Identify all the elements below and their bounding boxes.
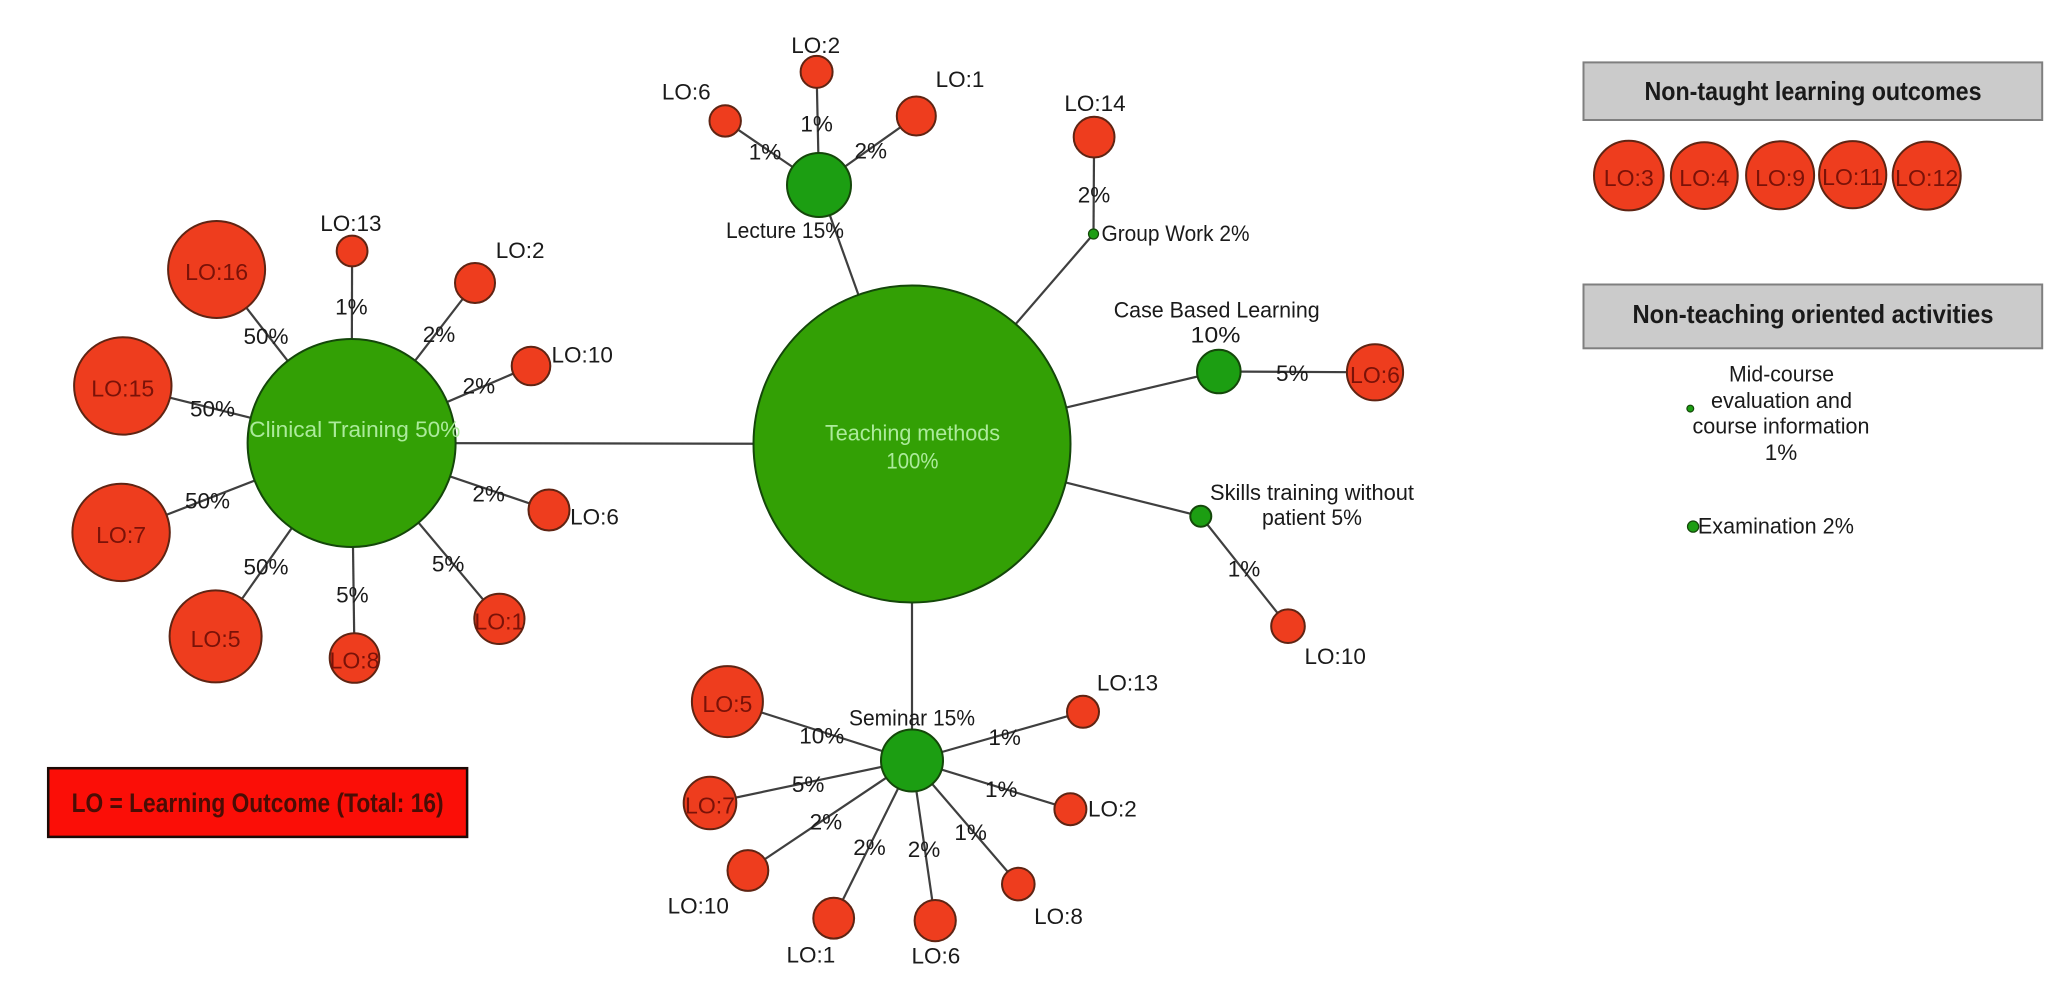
svg-text:2%: 2%: [908, 837, 941, 862]
svg-text:50%: 50%: [190, 397, 235, 422]
svg-text:1%: 1%: [1228, 557, 1261, 582]
svg-text:LO:13: LO:13: [1097, 671, 1158, 696]
svg-text:Mid-course: Mid-course: [1729, 362, 1834, 387]
svg-text:Case Based Learning: Case Based Learning: [1114, 298, 1320, 323]
svg-text:1%: 1%: [1765, 440, 1798, 465]
svg-text:Seminar 15%: Seminar 15%: [849, 706, 975, 731]
svg-text:2%: 2%: [472, 482, 505, 507]
svg-text:LO:1: LO:1: [787, 943, 836, 968]
svg-text:1%: 1%: [749, 140, 782, 165]
svg-text:LO:9: LO:9: [1755, 165, 1805, 191]
svg-text:Teaching methods: Teaching methods: [825, 420, 1000, 445]
svg-text:2%: 2%: [463, 373, 496, 398]
svg-text:LO:2: LO:2: [791, 33, 840, 58]
svg-text:2%: 2%: [810, 810, 843, 835]
svg-text:LO:2: LO:2: [1088, 797, 1137, 822]
svg-text:Clinical Training 50%: Clinical Training 50%: [249, 417, 460, 442]
svg-text:LO:6: LO:6: [912, 944, 961, 969]
svg-text:2%: 2%: [855, 139, 888, 164]
svg-text:LO:6: LO:6: [662, 80, 711, 105]
svg-text:50%: 50%: [243, 324, 288, 349]
svg-text:50%: 50%: [185, 488, 230, 513]
svg-text:5%: 5%: [1276, 361, 1309, 386]
svg-text:evaluation and: evaluation and: [1711, 388, 1852, 413]
svg-text:LO:13: LO:13: [320, 211, 381, 236]
svg-text:LO:7: LO:7: [96, 522, 146, 548]
svg-text:5%: 5%: [432, 552, 465, 577]
svg-text:LO:7: LO:7: [685, 793, 735, 819]
svg-text:1%: 1%: [335, 294, 368, 319]
svg-text:LO:10: LO:10: [668, 894, 729, 919]
svg-text:LO:1: LO:1: [474, 608, 524, 634]
svg-text:Lecture 15%: Lecture 15%: [726, 218, 844, 243]
svg-text:LO = Learning Outcome (Total:: LO = Learning Outcome (Total: 16): [72, 788, 444, 818]
svg-text:Non-taught learning outcomes: Non-taught learning outcomes: [1645, 76, 1982, 106]
svg-text:1%: 1%: [954, 820, 987, 845]
svg-text:100%: 100%: [886, 448, 938, 473]
svg-text:LO:8: LO:8: [1034, 904, 1083, 929]
svg-text:LO:10: LO:10: [552, 343, 613, 368]
svg-text:5%: 5%: [792, 772, 825, 797]
svg-text:LO:11: LO:11: [1822, 164, 1883, 190]
svg-text:course information: course information: [1693, 414, 1870, 439]
svg-text:LO:10: LO:10: [1305, 644, 1366, 669]
svg-text:LO:14: LO:14: [1064, 91, 1125, 116]
svg-text:1%: 1%: [985, 777, 1018, 802]
svg-text:Skills training without: Skills training without: [1210, 480, 1415, 505]
svg-text:10%: 10%: [1191, 323, 1241, 348]
svg-text:LO:6: LO:6: [1350, 362, 1400, 388]
svg-text:LO:16: LO:16: [185, 259, 248, 285]
svg-text:LO:5: LO:5: [191, 626, 241, 652]
svg-text:Examination 2%: Examination 2%: [1698, 514, 1854, 539]
svg-text:5%: 5%: [336, 583, 369, 608]
svg-text:LO:15: LO:15: [91, 375, 154, 401]
svg-text:LO:2: LO:2: [496, 238, 545, 263]
svg-text:Non-teaching oriented activiti: Non-teaching oriented activities: [1633, 299, 1994, 329]
svg-text:50%: 50%: [243, 555, 288, 580]
svg-text:2%: 2%: [853, 835, 886, 860]
svg-text:1%: 1%: [988, 725, 1021, 750]
svg-text:LO:4: LO:4: [1679, 165, 1729, 191]
svg-text:LO:1: LO:1: [936, 67, 985, 92]
svg-text:2%: 2%: [1078, 183, 1111, 208]
svg-text:LO:6: LO:6: [570, 504, 619, 529]
svg-text:LO:3: LO:3: [1604, 165, 1654, 191]
svg-text:1%: 1%: [800, 112, 833, 137]
svg-text:LO:12: LO:12: [1895, 165, 1958, 191]
svg-text:LO:5: LO:5: [702, 691, 752, 717]
svg-text:10%: 10%: [799, 723, 844, 748]
svg-text:LO:8: LO:8: [330, 648, 380, 674]
svg-text:2%: 2%: [423, 322, 456, 347]
svg-text:patient 5%: patient 5%: [1262, 505, 1362, 530]
svg-text:Group Work 2%: Group Work 2%: [1102, 221, 1250, 246]
